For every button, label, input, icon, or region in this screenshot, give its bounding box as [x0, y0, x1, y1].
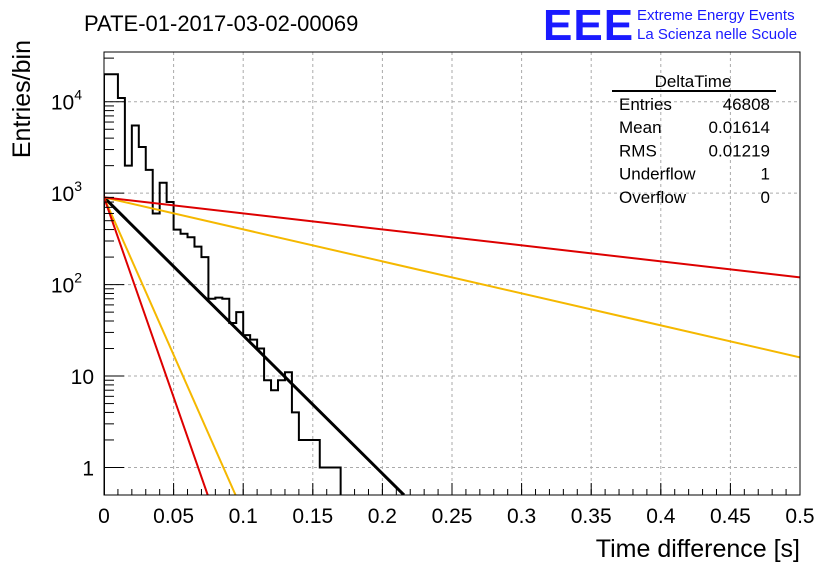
histogram — [104, 73, 342, 495]
y-tick-label: 104 — [51, 87, 82, 115]
stats-row-label: Entries — [619, 95, 672, 114]
y-tick-label: 103 — [51, 178, 82, 206]
stats-row-value: 46808 — [723, 95, 770, 114]
fit-line-4 — [104, 196, 800, 279]
x-tick-label: 0.15 — [292, 505, 333, 528]
chart-title: PATE-01-2017-03-02-00069 — [84, 11, 358, 36]
x-tick-label: 0.5 — [785, 505, 814, 528]
stats-row-label: Underflow — [619, 165, 696, 184]
y-tick-label: 1 — [82, 457, 94, 480]
x-tick-label: 0.4 — [646, 505, 676, 528]
fit-line-5 — [104, 197, 209, 495]
eee-logo-line1: Extreme Energy Events — [637, 7, 795, 24]
stats-box: DeltaTime Entries 46808 Mean 0.01614 RMS 0.01… — [612, 72, 776, 207]
fit-line-2 — [104, 196, 800, 359]
stats-box-title: DeltaTime — [655, 72, 732, 91]
eee-logo: EEE Extreme Energy Events La Scienza nel… — [543, 1, 797, 50]
x-tick-label: 0.35 — [571, 505, 612, 528]
y-tick-label: 10 — [71, 366, 94, 389]
x-tick-label: 0.45 — [710, 505, 751, 528]
y-tick-label: 102 — [51, 270, 82, 298]
stats-row-value: 0.01219 — [709, 141, 770, 160]
x-tick-label: 0 — [98, 505, 110, 528]
x-tick-label: 0.1 — [229, 505, 258, 528]
y-axis-label: Entries/bin — [8, 40, 36, 158]
stats-row-value: 0 — [761, 188, 770, 207]
x-axis-label: Time difference [s] — [596, 535, 800, 563]
y-tick-labels: 1 10 102 103 104 — [51, 87, 94, 481]
stats-row-value: 0.01614 — [709, 118, 770, 137]
x-tick-label: 0.3 — [507, 505, 536, 528]
histogram-outline — [104, 73, 342, 495]
axis-ticks — [103, 57, 801, 495]
x-tick-labels: 0 0.05 0.1 0.15 0.2 0.25 0.3 0.35 0.4 0.45 0.5 — [98, 505, 814, 528]
fit-lines — [104, 196, 800, 495]
stats-row-value: 1 — [761, 165, 770, 184]
fit-line-3 — [104, 196, 237, 495]
stats-row-label: Mean — [619, 118, 662, 137]
stats-row-label: Overflow — [619, 188, 687, 207]
stats-box-rows: Entries 46808 Mean 0.01614 RMS 0.01219 Underfl… — [619, 95, 770, 207]
eee-logo-mark: EEE — [543, 1, 634, 50]
x-tick-label: 0.25 — [432, 505, 473, 528]
eee-logo-line2: La Scienza nelle Scuole — [637, 26, 797, 43]
fit-line-1 — [104, 196, 406, 495]
grid — [104, 52, 800, 495]
stats-row-label: RMS — [619, 141, 657, 160]
x-tick-label: 0.2 — [368, 505, 397, 528]
x-tick-label: 0.05 — [153, 505, 194, 528]
